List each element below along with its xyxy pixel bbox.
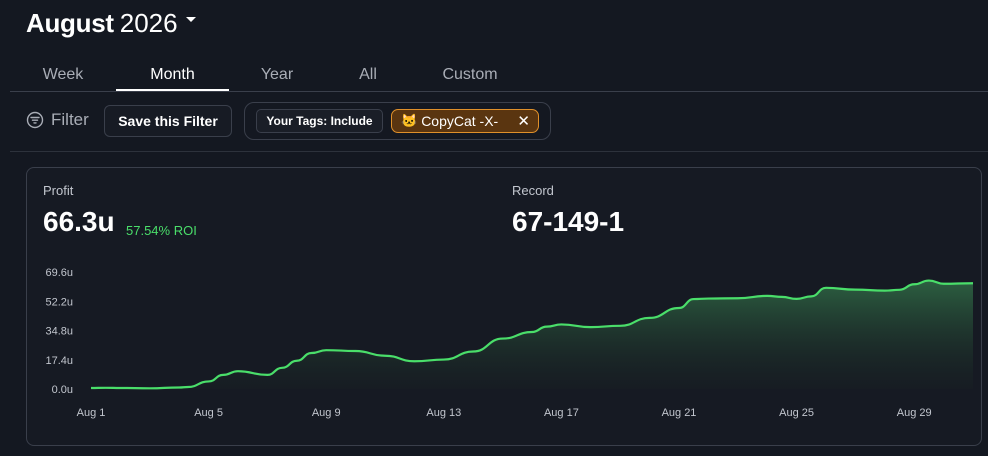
filter-toggle[interactable]: Filter (26, 110, 89, 130)
x-tick-label: Aug 13 (426, 407, 461, 419)
tag-filter-group: Your Tags: Include 🐱 CopyCat -X- ✕ (244, 102, 551, 140)
x-tick-label: Aug 5 (194, 407, 223, 419)
filter-bar: Filter Save this Filter Your Tags: Inclu… (10, 92, 988, 152)
period-selector[interactable]: August 2026 (26, 8, 196, 39)
caret-down-icon[interactable] (185, 17, 196, 22)
y-tick-label: 0.0u (52, 384, 73, 396)
x-tick-label: Aug 25 (779, 407, 814, 419)
tab-year[interactable]: Year (260, 66, 294, 83)
tab-week[interactable]: Week (42, 66, 84, 83)
tab-month[interactable]: Month (116, 58, 229, 91)
tag-chip-copycat[interactable]: 🐱 CopyCat -X- ✕ (391, 109, 539, 133)
y-tick-label: 69.6u (45, 267, 73, 279)
tag-include-selector[interactable]: Your Tags: Include (256, 109, 383, 133)
y-tick-label: 17.4u (45, 355, 73, 367)
filter-label: Filter (51, 110, 89, 129)
x-tick-label: Aug 21 (662, 407, 697, 419)
profit-label: Profit (43, 183, 74, 198)
record-value: 67-149-1 (512, 206, 625, 237)
x-tick-label: Aug 1 (77, 407, 106, 419)
x-tick-label: Aug 9 (312, 407, 341, 419)
save-filter-button[interactable]: Save this Filter (104, 105, 232, 137)
roi-value: 57.54% ROI (126, 223, 197, 238)
tab-all[interactable]: All (359, 66, 377, 83)
y-tick-label: 52.2u (45, 296, 73, 308)
period-year: 2026 (119, 8, 178, 38)
profit-area-chart: 0.0u 17.4u 34.8u 52.2u 69.6u Aug 1 Aug 5 Aug 9… (45, 267, 974, 419)
close-icon[interactable]: ✕ (517, 113, 530, 130)
tab-custom[interactable]: Custom (442, 66, 498, 83)
profit-value: 66.3u (43, 206, 115, 237)
period-month: August (26, 8, 114, 38)
cat-face-icon: 🐱 (401, 113, 418, 128)
profit-line (90, 279, 974, 390)
y-tick-label: 34.8u (45, 326, 73, 338)
tag-chip-label: CopyCat -X- (421, 113, 499, 129)
period-tabs: Week Month Year All Custom (10, 58, 988, 92)
x-tick-label: Aug 29 (897, 407, 932, 419)
filter-icon (26, 111, 44, 129)
x-tick-label: Aug 17 (544, 407, 579, 419)
record-label: Record (512, 183, 554, 198)
profit-chart-card: Profit 66.3u 57.54% ROI Record 67-149-1 … (26, 167, 982, 446)
profit-area-fill (91, 280, 973, 389)
